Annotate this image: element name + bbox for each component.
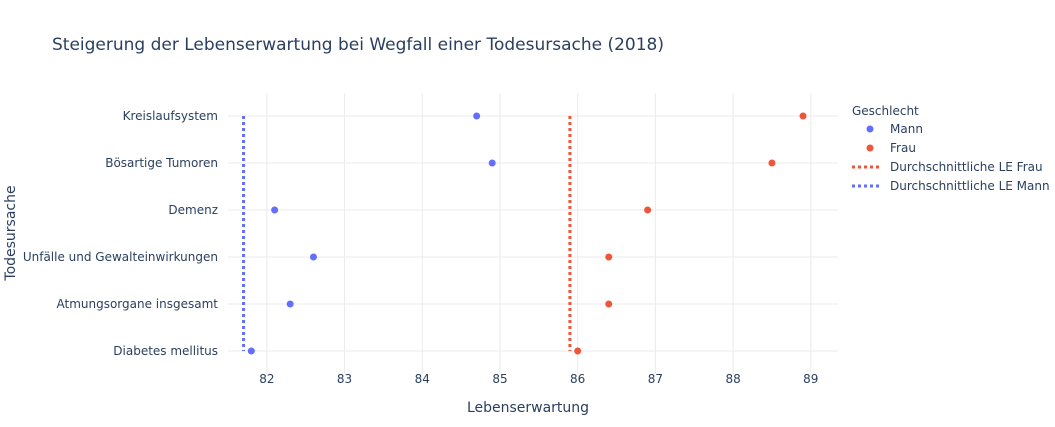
legend-label: Durchschnittliche LE Mann [890, 179, 1050, 193]
y-tick-label: Atmungsorgane insgesamt [56, 297, 218, 311]
chart-title: Steigerung der Lebenserwartung bei Wegfa… [52, 35, 664, 55]
point-frau [605, 253, 613, 261]
legend-label: Durchschnittliche LE Frau [890, 160, 1043, 174]
point-mann [247, 347, 255, 355]
point-mann [473, 112, 481, 120]
y-tick-label: Kreislaufsystem [123, 109, 218, 123]
x-tick-label: 82 [259, 372, 274, 386]
legend-label: Frau [890, 141, 916, 155]
legend-marker [866, 125, 874, 133]
x-tick-label: 83 [337, 372, 352, 386]
point-frau [799, 112, 807, 120]
y-tick-label: Bösartige Tumoren [105, 156, 218, 170]
x-axis-title: Lebenserwartung [467, 400, 589, 416]
legend: Geschlecht Mann Frau Durchschnittliche LE … [852, 104, 1050, 193]
x-tick-label: 87 [648, 372, 663, 386]
y-tick-label: Unfälle und Gewalteinwirkungen [23, 250, 218, 264]
data-points [247, 112, 807, 355]
y-axis-title: Todesursache [3, 185, 19, 281]
legend-title: Geschlecht [852, 104, 919, 118]
x-tick-label: 89 [803, 372, 818, 386]
y-tick-label: Demenz [168, 203, 218, 217]
point-frau [605, 300, 613, 308]
grid-lines [228, 93, 838, 374]
legend-marker [866, 144, 874, 152]
legend-label: Mann [890, 122, 923, 136]
x-tick-labels: 82 83 84 85 86 87 88 89 [259, 372, 818, 386]
point-mann [271, 206, 279, 214]
x-tick-label: 88 [725, 372, 740, 386]
point-frau [768, 159, 776, 167]
x-tick-label: 86 [570, 372, 585, 386]
point-frau [644, 206, 652, 214]
point-frau [574, 347, 582, 355]
x-tick-label: 84 [415, 372, 430, 386]
point-mann [309, 253, 317, 261]
x-tick-label: 85 [492, 372, 507, 386]
reference-lines [242, 116, 572, 351]
y-tick-labels: Kreislaufsystem Bösartige Tumoren Demenz Un… [23, 109, 218, 358]
point-mann [286, 300, 294, 308]
point-mann [488, 159, 496, 167]
y-tick-label: Diabetes mellitus [113, 344, 218, 358]
